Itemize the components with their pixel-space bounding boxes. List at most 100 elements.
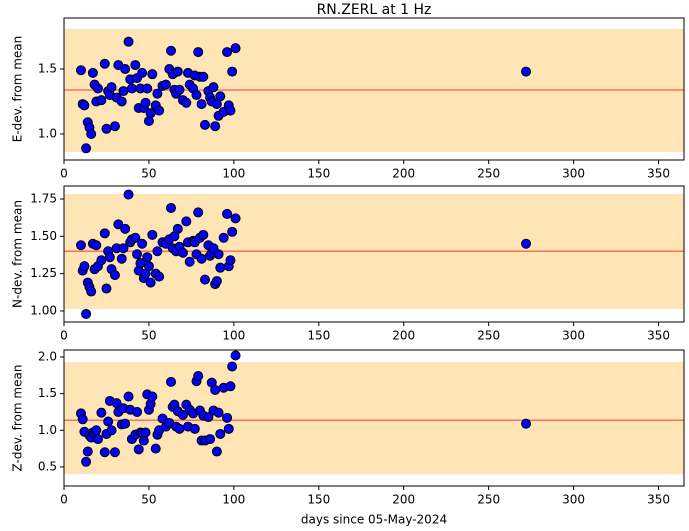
y-tick-label: 1.00 — [30, 303, 57, 317]
data-point — [132, 249, 143, 260]
data-point — [210, 121, 221, 132]
data-point — [521, 238, 532, 249]
data-point — [177, 247, 188, 258]
x-tick-label: 100 — [222, 493, 245, 507]
x-tick-label: 300 — [562, 329, 585, 343]
x-tick-label: 100 — [222, 167, 245, 181]
x-tick-label: 300 — [562, 493, 585, 507]
plot-area — [64, 350, 684, 475]
data-point — [137, 67, 148, 78]
data-point — [96, 255, 107, 266]
data-point — [92, 83, 103, 94]
y-axis-label: N-dev. from mean — [11, 200, 25, 308]
data-point — [152, 246, 163, 257]
data-point — [75, 240, 86, 251]
data-point — [225, 255, 236, 266]
data-point — [147, 391, 158, 402]
data-point — [120, 418, 131, 429]
data-point — [101, 123, 112, 134]
data-point — [130, 232, 141, 243]
axes-frame — [63, 17, 685, 161]
data-point — [181, 216, 192, 227]
data-point — [113, 219, 124, 230]
data-point — [123, 36, 134, 47]
data-point — [193, 207, 204, 218]
data-point — [211, 446, 222, 457]
y-tick-label: 1.5 — [38, 61, 57, 75]
data-point — [177, 409, 188, 420]
x-tick-label: 350 — [647, 167, 670, 181]
data-point — [211, 276, 222, 287]
data-point — [172, 66, 183, 77]
x-tick-label: 350 — [647, 329, 670, 343]
data-point — [120, 63, 131, 74]
data-point — [147, 229, 158, 240]
data-point — [99, 58, 110, 69]
x-tick-label: 0 — [60, 493, 68, 507]
x-tick-label: 50 — [141, 329, 156, 343]
y-tick-label: 1.25 — [30, 266, 57, 280]
data-point — [215, 91, 226, 102]
data-point — [160, 79, 171, 90]
data-point — [79, 261, 90, 272]
data-point — [222, 208, 233, 219]
data-point — [154, 271, 165, 282]
data-point — [91, 240, 102, 251]
data-point — [91, 425, 102, 436]
x-tick-label: 150 — [307, 167, 330, 181]
x-tick-label: 250 — [477, 329, 500, 343]
data-point — [120, 223, 131, 234]
data-point — [193, 371, 204, 382]
data-point — [154, 105, 165, 116]
data-point — [147, 69, 158, 80]
x-tick-label: 250 — [477, 493, 500, 507]
data-point — [205, 434, 216, 445]
x-tick-label: 50 — [141, 167, 156, 181]
data-point — [140, 97, 151, 108]
data-point — [99, 228, 110, 239]
data-point — [213, 249, 224, 260]
y-tick-label: 0.5 — [38, 459, 57, 473]
y-axis-label: Z-dev. from mean — [11, 365, 25, 472]
data-point — [106, 82, 117, 93]
data-point — [225, 105, 236, 116]
x-tick-label: 0 — [60, 167, 68, 181]
data-point — [126, 83, 137, 94]
axes-frame — [63, 349, 685, 487]
data-point — [130, 60, 141, 71]
data-point — [152, 88, 163, 99]
data-point — [227, 361, 238, 372]
data-point — [123, 391, 134, 402]
data-point — [230, 350, 241, 361]
x-tick-label: 300 — [562, 167, 585, 181]
data-point — [143, 261, 154, 272]
data-point — [198, 229, 209, 240]
data-point — [118, 86, 129, 97]
x-axis-label: days since 05-May-2024 — [301, 513, 447, 527]
data-point — [145, 277, 156, 288]
data-point — [145, 108, 156, 119]
x-tick-label: 350 — [647, 493, 670, 507]
data-point — [199, 274, 210, 285]
x-tick-label: 200 — [392, 329, 415, 343]
data-point — [222, 412, 233, 423]
data-point — [96, 95, 107, 106]
data-point — [222, 47, 233, 58]
y-tick-label: 1.0 — [38, 126, 57, 140]
x-tick-label: 150 — [307, 493, 330, 507]
plot-area — [64, 28, 684, 154]
x-tick-label: 150 — [307, 329, 330, 343]
data-point — [79, 100, 90, 111]
data-point — [198, 71, 209, 82]
data-point — [184, 256, 195, 267]
x-tick-label: 50 — [141, 493, 156, 507]
band — [64, 362, 684, 475]
chart-title: RN.ZERL at 1 Hz — [317, 2, 432, 18]
data-point — [142, 83, 153, 94]
data-point — [166, 202, 177, 213]
data-point — [196, 253, 207, 264]
data-point — [137, 238, 148, 249]
axes-frame — [63, 185, 685, 323]
data-point — [213, 407, 224, 418]
y-tick-label: 1.0 — [38, 423, 57, 437]
